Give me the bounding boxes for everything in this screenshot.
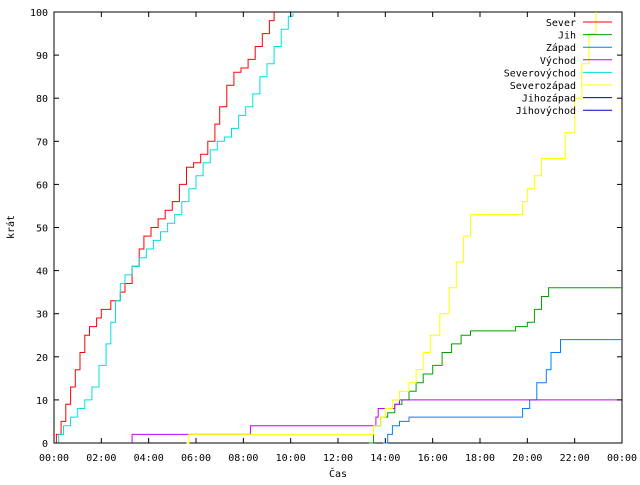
- legend-label-sever: Sever: [546, 18, 576, 29]
- legend-label-zapad: Západ: [546, 42, 576, 54]
- legend-label-severozapad: Severozápad: [510, 80, 576, 92]
- legend-label-jihovychod: Jihovýchod: [516, 105, 576, 117]
- series-line-severozapad: [186, 12, 597, 444]
- legend-label-severovychod: Severovýchod: [504, 67, 576, 79]
- x-tick-label: 00:00: [607, 453, 637, 464]
- y-tick-label: 100: [30, 8, 48, 19]
- x-tick-label: 14:00: [370, 453, 400, 464]
- y-tick-label: 50: [36, 224, 48, 235]
- x-tick-label: 16:00: [418, 453, 448, 464]
- x-tick-label: 02:00: [86, 453, 116, 464]
- y-axis: 0 10 20 30 40 50 60 70 80 90 100: [30, 8, 622, 450]
- x-axis-label: Čas: [329, 467, 347, 480]
- legend-label-vychod: Východ: [540, 55, 576, 67]
- y-tick-label: 0: [42, 439, 48, 450]
- y-tick-label: 30: [36, 310, 48, 321]
- series-line-jih: [368, 287, 622, 444]
- x-tick-label: 04:00: [134, 453, 164, 464]
- y-axis-label: krát: [5, 215, 17, 239]
- y-tick-label: 60: [36, 180, 48, 191]
- y-tick-label: 10: [36, 396, 48, 407]
- legend-label-jihozapad: Jihozápad: [522, 93, 576, 105]
- y-tick-label: 20: [36, 353, 48, 364]
- x-tick-label: 12:00: [323, 453, 353, 464]
- series-line-sever: [54, 12, 275, 444]
- x-axis: 00:00 02:00 04:00 06:00 08:00 10:00 12:00 14:00…: [39, 12, 637, 464]
- x-tick-label: 10:00: [276, 453, 306, 464]
- x-tick-label: 08:00: [228, 453, 258, 464]
- x-tick-label: 22:00: [560, 453, 590, 464]
- x-tick-label: 20:00: [512, 453, 542, 464]
- series-line-severovychod: [54, 12, 294, 444]
- y-tick-label: 80: [36, 94, 48, 105]
- series-layer: [54, 12, 622, 444]
- series-line-vychod: [131, 399, 622, 443]
- legend: Sever JihZápadVýchodSeverovýchodSeverozáp…: [504, 18, 612, 117]
- x-tick-label: 00:00: [39, 453, 69, 464]
- series-line-zapad: [383, 339, 622, 444]
- y-tick-label: 90: [36, 51, 48, 62]
- x-tick-label: 06:00: [181, 453, 211, 464]
- y-tick-label: 40: [36, 267, 48, 278]
- legend-label-jih: Jih: [558, 31, 576, 42]
- x-tick-label: 18:00: [465, 453, 495, 464]
- y-tick-label: 70: [36, 137, 48, 148]
